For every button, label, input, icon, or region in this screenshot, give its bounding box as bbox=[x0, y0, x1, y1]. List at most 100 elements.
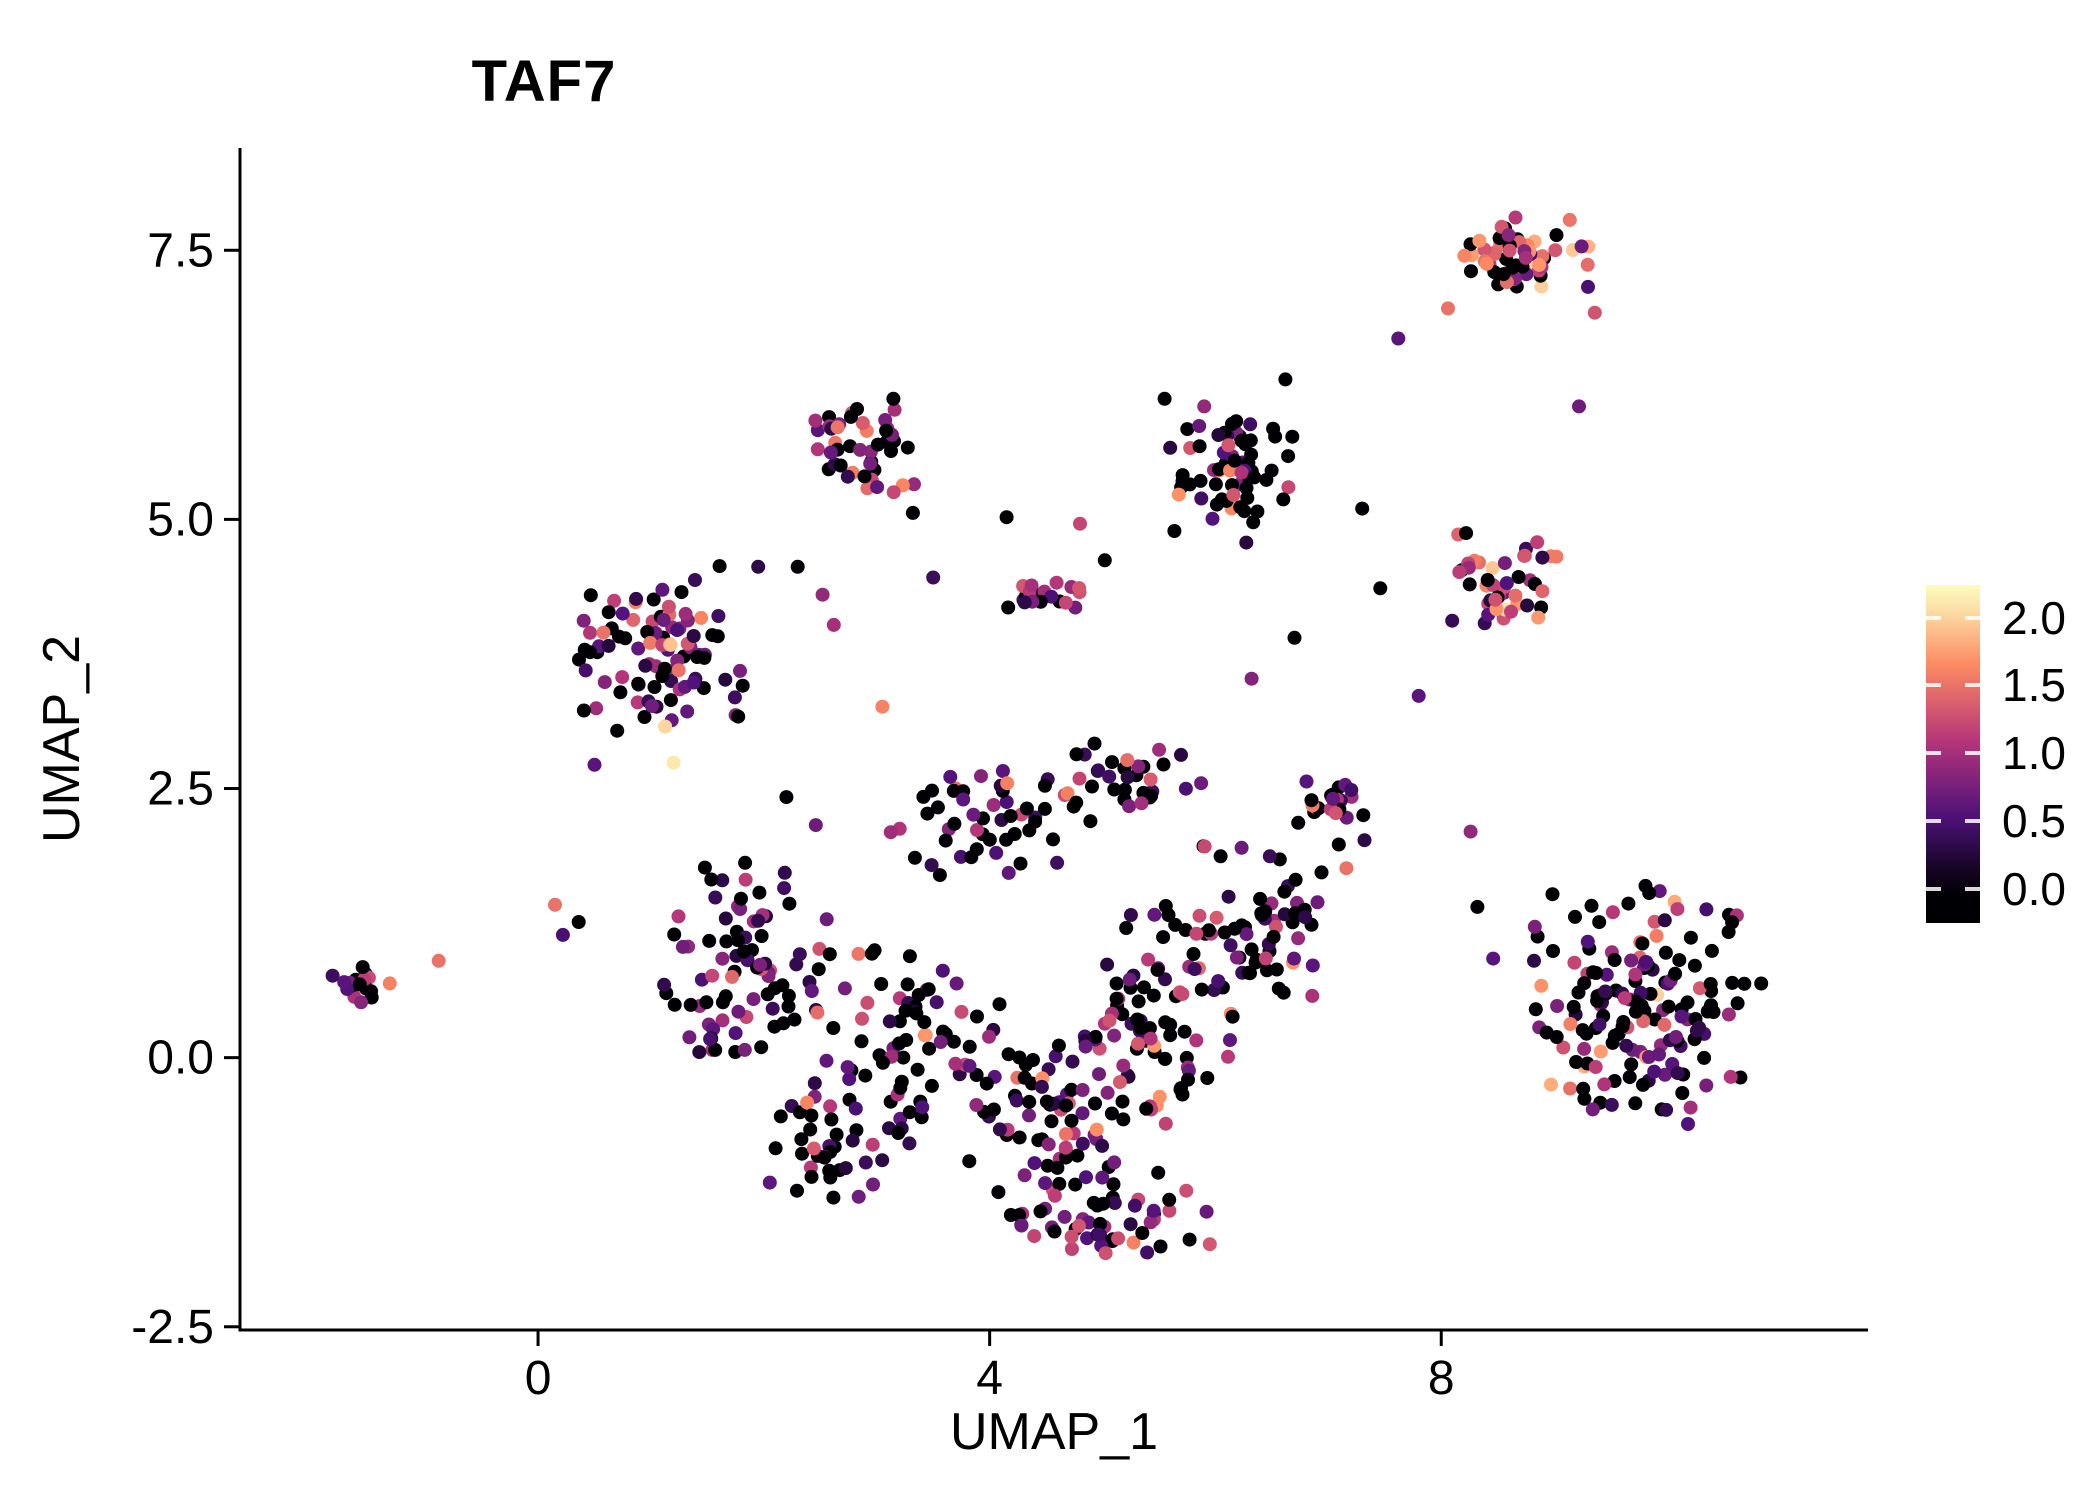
data-point bbox=[1699, 1078, 1714, 1093]
data-point bbox=[887, 402, 902, 417]
data-point bbox=[1178, 923, 1193, 937]
data-point bbox=[1202, 1237, 1217, 1252]
data-point bbox=[857, 469, 872, 484]
data-point bbox=[1013, 856, 1028, 871]
data-point bbox=[1221, 1049, 1235, 1064]
data-point bbox=[337, 975, 352, 990]
data-point bbox=[773, 1109, 788, 1124]
data-point bbox=[878, 413, 893, 427]
data-point bbox=[1070, 1148, 1085, 1163]
data-point bbox=[1502, 243, 1517, 258]
data-point bbox=[1093, 1216, 1108, 1231]
data-point bbox=[953, 849, 968, 864]
data-point bbox=[1670, 902, 1685, 917]
data-point bbox=[804, 1169, 819, 1184]
data-point bbox=[999, 510, 1014, 525]
data-point bbox=[845, 1133, 860, 1148]
data-point bbox=[1314, 865, 1329, 880]
data-point bbox=[601, 605, 616, 620]
data-point bbox=[1259, 963, 1274, 978]
data-point bbox=[1065, 1054, 1080, 1069]
data-point bbox=[1044, 589, 1059, 604]
data-point bbox=[1291, 815, 1306, 830]
data-point bbox=[1266, 421, 1281, 436]
data-point bbox=[886, 485, 901, 500]
data-point bbox=[583, 588, 598, 603]
data-point bbox=[935, 963, 950, 978]
data-point bbox=[1057, 1209, 1072, 1224]
data-point bbox=[1143, 1031, 1158, 1046]
data-point bbox=[992, 1122, 1007, 1137]
data-point bbox=[1158, 1116, 1173, 1131]
data-point bbox=[618, 631, 633, 646]
data-point bbox=[902, 1136, 917, 1151]
data-point bbox=[1287, 630, 1302, 645]
data-point bbox=[974, 769, 988, 784]
data-point bbox=[875, 699, 890, 714]
data-point bbox=[1044, 1114, 1059, 1129]
legend-tick-mark bbox=[1926, 751, 1941, 756]
data-point bbox=[1518, 250, 1533, 265]
data-point bbox=[1107, 1155, 1122, 1170]
legend-tick-mark bbox=[1926, 683, 1941, 688]
data-point bbox=[804, 984, 819, 998]
data-point bbox=[1162, 1192, 1177, 1207]
data-point bbox=[1197, 839, 1212, 854]
data-point bbox=[1479, 256, 1494, 271]
data-point bbox=[352, 977, 367, 992]
data-point bbox=[1126, 1235, 1141, 1250]
data-point bbox=[1017, 595, 1032, 610]
y-tick-label: 5.0 bbox=[147, 493, 214, 546]
legend-tick-mark bbox=[1965, 615, 1980, 620]
legend-tick-label: 2.0 bbox=[2002, 591, 2066, 644]
data-point bbox=[982, 832, 997, 847]
data-point bbox=[715, 951, 730, 966]
data-point bbox=[1107, 782, 1122, 797]
data-point bbox=[1356, 808, 1371, 823]
data-point bbox=[790, 1183, 804, 1198]
data-point bbox=[1119, 921, 1134, 935]
data-point bbox=[1488, 592, 1503, 607]
data-point bbox=[1186, 947, 1201, 961]
data-point bbox=[1562, 212, 1577, 227]
data-point bbox=[1052, 1176, 1067, 1191]
data-point bbox=[1167, 524, 1182, 538]
data-point bbox=[1585, 1102, 1600, 1117]
data-point bbox=[995, 764, 1010, 778]
data-point bbox=[1197, 399, 1212, 414]
data-point bbox=[1281, 449, 1296, 464]
data-point bbox=[1291, 931, 1306, 946]
data-point bbox=[1096, 1196, 1111, 1211]
data-point bbox=[699, 995, 714, 1010]
data-point bbox=[1577, 976, 1592, 991]
data-point bbox=[607, 593, 622, 608]
y-tick-label: -2.5 bbox=[131, 1301, 214, 1354]
data-point bbox=[1675, 1086, 1690, 1100]
data-point bbox=[1652, 884, 1667, 899]
data-point bbox=[1066, 799, 1081, 814]
data-point bbox=[692, 1045, 707, 1060]
data-point bbox=[1163, 440, 1178, 455]
data-point bbox=[1205, 511, 1220, 526]
data-point bbox=[690, 650, 705, 664]
data-point bbox=[858, 1155, 873, 1170]
data-point bbox=[1470, 899, 1485, 914]
data-point bbox=[1068, 1177, 1083, 1192]
data-point bbox=[601, 638, 616, 653]
data-point bbox=[1628, 994, 1643, 1009]
data-point bbox=[1194, 776, 1209, 791]
data-point bbox=[704, 872, 719, 887]
data-point bbox=[854, 1034, 869, 1049]
data-point bbox=[1227, 921, 1242, 936]
data-point bbox=[947, 816, 962, 831]
data-point bbox=[1072, 771, 1087, 786]
data-point bbox=[1046, 832, 1060, 847]
data-point bbox=[682, 1030, 697, 1045]
data-point bbox=[898, 1003, 913, 1018]
data-point bbox=[1179, 1183, 1194, 1198]
data-point bbox=[578, 663, 593, 678]
data-point bbox=[647, 680, 662, 694]
data-point bbox=[1508, 588, 1523, 603]
data-point bbox=[1604, 1097, 1619, 1112]
data-point bbox=[823, 445, 838, 460]
